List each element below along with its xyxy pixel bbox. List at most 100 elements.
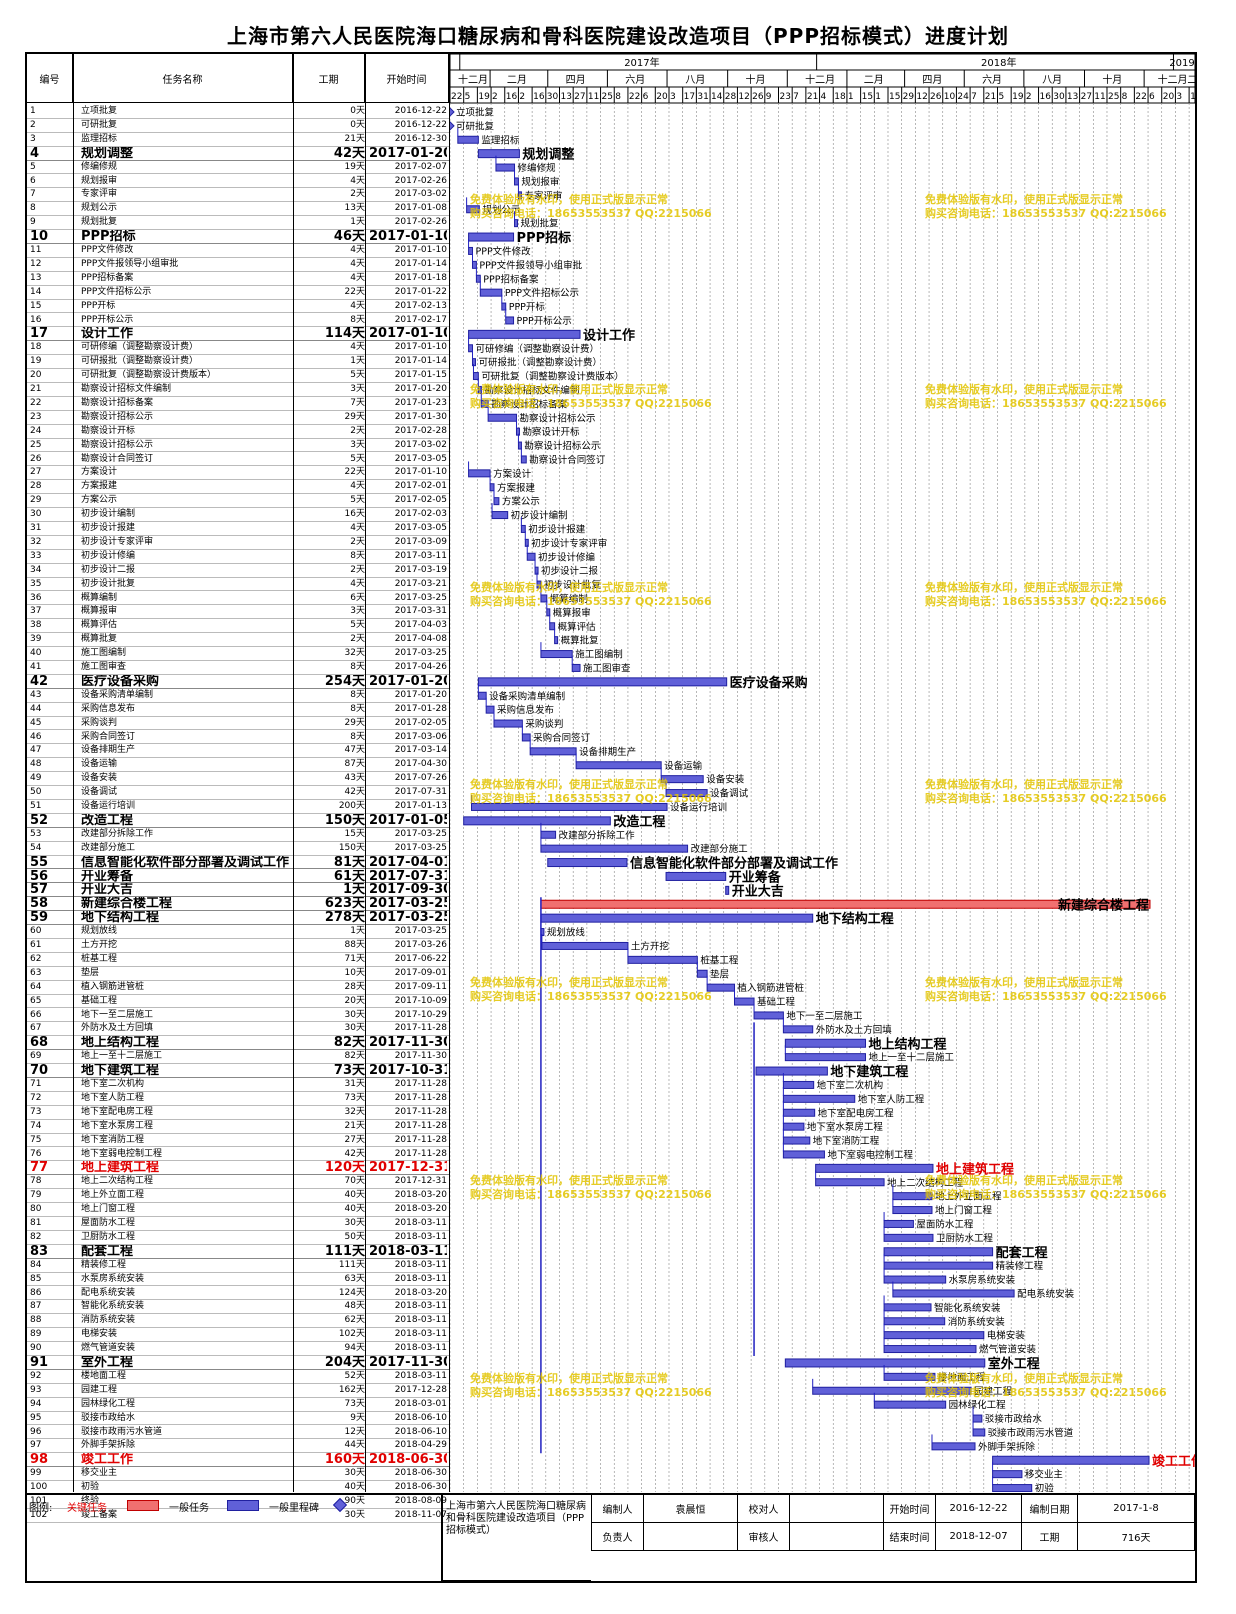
table-row: 67 外防水及土方回填 30天 2017-11-28 (27, 1022, 449, 1037)
bar-label: 电梯安装 (987, 1330, 1026, 1342)
footer-end-label: 结束时间 (883, 1523, 935, 1551)
task-duration: 1天 (342, 883, 365, 897)
table-row: 99 移交业主 30天 2018-06-30 (27, 1467, 449, 1482)
task-name: 植入钢筋进管桩 (81, 981, 145, 992)
task-start: 2017-02-13 (394, 300, 447, 311)
task-duration: 8天 (350, 689, 365, 700)
day-label: 4 (821, 92, 827, 102)
task-duration: 52天 (344, 1370, 365, 1381)
task-id: 10 (30, 230, 49, 244)
task-duration: 4天 (350, 258, 365, 269)
task-duration: 4天 (350, 481, 365, 492)
table-row: 16 PPP开标公示 8天 2017-02-17 (27, 314, 449, 328)
column-separator (73, 54, 74, 1492)
task-name: 改建部分施工 (81, 842, 136, 853)
task-id: 94 (30, 1398, 42, 1409)
bar-label: 勘察设计合同签订 (529, 454, 606, 466)
task-duration: 111天 (338, 1259, 365, 1270)
table-row: 37 概算报审 3天 2017-03-31 (27, 605, 449, 620)
task-duration: 4天 (350, 272, 365, 283)
task-start: 2017-03-25 (394, 828, 447, 839)
task-bar (529, 747, 577, 756)
task-duration: 50天 (344, 1231, 365, 1242)
task-start: 2017-03-02 (394, 189, 447, 200)
bar-label: 地上建筑工程 (936, 1161, 1014, 1177)
table-row: 38 概算评估 5天 2017-04-03 (27, 619, 449, 634)
summary-bar (468, 329, 581, 339)
task-name: 智能化系统安装 (81, 1301, 145, 1312)
task-start: 2018-03-11 (394, 1315, 447, 1326)
table-row: 35 初步设计批复 4天 2017-03-21 (27, 578, 449, 592)
table-row: 28 方案报建 4天 2017-02-01 (27, 480, 449, 495)
task-duration: 61天 (333, 869, 365, 883)
bar-label: 新建综合楼工程 (1058, 897, 1149, 913)
task-bar (696, 969, 708, 978)
summary-bar (784, 1038, 867, 1048)
bar-label: 概算批复 (561, 635, 600, 647)
task-id: 62 (30, 953, 42, 964)
footer-reviewer (789, 1523, 883, 1551)
table-row: 57 开业大吉 1天 2017-09-30 (27, 883, 449, 898)
table-row: 102 竣工备案 30天 2018-11-07 (27, 1509, 449, 1523)
task-bar (782, 1094, 856, 1103)
task-id: 36 (30, 592, 42, 603)
task-id: 3 (30, 133, 36, 144)
bar-label: 初步设计专家评审 (531, 537, 607, 549)
task-name: 施工图编制 (81, 648, 127, 659)
bar-label: 园林绿化工程 (949, 1399, 1007, 1411)
summary-bar (725, 885, 730, 895)
task-id: 17 (30, 327, 49, 341)
task-id: 44 (30, 703, 42, 714)
task-bar (493, 719, 523, 728)
task-bar (487, 413, 517, 422)
day-label: 22 (451, 92, 462, 102)
task-id: 51 (30, 801, 42, 811)
day-label: 13 (1067, 92, 1078, 102)
bar-label: 地下一至二层施工 (786, 1010, 863, 1022)
task-duration: 8天 (350, 550, 365, 561)
task-bar (660, 775, 704, 784)
table-row: 31 初步设计报建 4天 2017-03-05 (27, 522, 449, 536)
task-name: 施工图审查 (81, 662, 127, 672)
table-row: 73 地下室配电房工程 32天 2017-11-28 (27, 1106, 449, 1120)
day-label: 27 (574, 92, 585, 102)
table-row: 39 概算批复 2天 2017-04-08 (27, 633, 449, 648)
task-name: 地下结构工程 (81, 911, 160, 925)
task-name: 勘察设计招标备案 (81, 397, 154, 408)
table-row: 33 初步设计修编 8天 2017-03-11 (27, 550, 449, 564)
task-duration: 8天 (350, 314, 365, 325)
watermark-text: 免费体验版有水印，使用正式版显示正常 (470, 383, 668, 396)
task-start: 2017-03-05 (394, 453, 447, 464)
task-id: 65 (30, 995, 42, 1006)
task-name: 初步设计批复 (81, 578, 136, 589)
task-name: 终验 (81, 1496, 100, 1506)
bar-label: 勘察设计开标 (522, 426, 580, 438)
day-label: 16 (506, 92, 518, 102)
table-row: 6 规划报审 4天 2017-02-26 (27, 175, 449, 189)
footer-owner-label: 负责人 (591, 1523, 643, 1551)
table-row: 8 规划公示 13天 2017-01-08 (27, 202, 449, 217)
task-duration: 29天 (344, 717, 365, 728)
day-label: 14 (711, 92, 723, 102)
bar-label: 勘察设计招标备案 (491, 398, 568, 410)
task-id: 26 (30, 453, 42, 464)
task-duration: 30天 (344, 1468, 365, 1479)
task-name: 初步设计二报 (81, 564, 136, 575)
task-name: 精装修工程 (81, 1259, 127, 1270)
table-row: 77 地上建筑工程 120天 2017-12-31 (27, 1161, 449, 1176)
timescale-header (449, 53, 1196, 104)
bar-label: PPP招标备案 (483, 273, 539, 285)
task-id: 72 (30, 1092, 42, 1103)
task-bar (517, 441, 522, 450)
gantt-svg: 2017年2018年2019年十二月二月四月六月八月十月十二月二月四月六月八月十… (445, 53, 1207, 1522)
bar-label: 勘察设计招标文件编制 (484, 384, 579, 396)
bar-label: 改建部分施工 (691, 843, 749, 855)
day-label: 7 (793, 92, 799, 102)
task-name: 配电系统安装 (81, 1287, 136, 1298)
bar-label: 改建部分拆除工作 (559, 829, 636, 841)
task-bar (782, 1136, 811, 1145)
task-name: 设备采购清单编制 (81, 689, 154, 700)
bar-label: 土方开挖 (631, 940, 670, 952)
task-bar (883, 1317, 946, 1326)
table-row: 49 设备安装 43天 2017-07-26 (27, 772, 449, 787)
